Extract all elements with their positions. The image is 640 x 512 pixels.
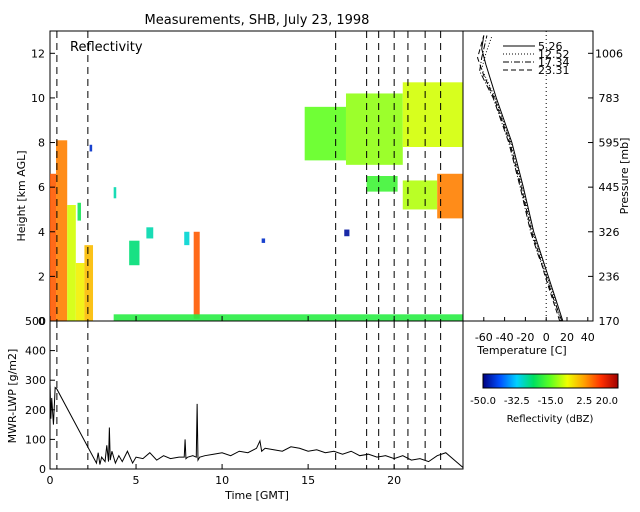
reflectivity-y-tick-label: 10 <box>31 92 45 105</box>
colorbar-tick-label: 2.5 <box>576 396 592 407</box>
colorbar-title: Reflectivity (dBZ) <box>507 414 594 425</box>
reflectivity-panel-label: Reflectivity <box>70 40 143 55</box>
colorbar-bar <box>482 373 619 389</box>
reflectivity-y-tick-label: 8 <box>38 137 45 150</box>
reflectivity-cell <box>146 227 154 239</box>
lwp-series-line <box>49 383 464 468</box>
reflectivity-cell <box>184 231 190 246</box>
sounding-x-tick-label: -60 <box>475 331 493 344</box>
reflectivity-dashed-lines <box>56 31 442 321</box>
sounding-pressure-tick-label: 326 <box>599 226 620 239</box>
reflectivity-cell <box>56 140 68 321</box>
reflectivity-cell <box>113 314 463 321</box>
reflectivity-y-tick-label: 2 <box>38 270 45 283</box>
reflectivity-cell <box>345 93 403 165</box>
sounding-legend-label: 23.31 <box>538 64 570 77</box>
reflectivity-cell <box>67 205 76 321</box>
sounding-x-axis-label: Temperature [C] <box>476 344 566 357</box>
reflectivity-y-ticks: 0 2 4 6 8 10 12 <box>31 47 395 328</box>
lwp-y-axis-label: MWR-LWP [g/m2] <box>6 349 19 444</box>
sounding-x-tick-label: 20 <box>560 331 574 344</box>
sounding-pressure-tick-label: 236 <box>599 270 620 283</box>
reflectivity-cell <box>84 245 94 321</box>
reflectivity-cell <box>344 229 350 237</box>
sounding-pressure-tick-label: 783 <box>599 92 620 105</box>
sounding-pressure-tick-label: 445 <box>599 181 620 194</box>
sounding-lines <box>477 35 564 322</box>
sounding-pressure-tick-label: 170 <box>599 315 620 328</box>
reflectivity-cell <box>193 231 200 319</box>
reflectivity-cell <box>77 202 81 221</box>
sounding-line <box>477 35 561 322</box>
sounding-x-tick-label: -20 <box>516 331 534 344</box>
reflectivity-cell <box>113 187 117 199</box>
sounding-panel: -60 -40 -20 0 20 40 170 236 326 445 595 783 1006 5.… <box>462 30 631 357</box>
lwp-y-tick-label: 200 <box>25 404 46 417</box>
sounding-pressure-ticks: 170 236 326 445 595 783 1006 <box>588 47 623 328</box>
colorbar-tick-label: 20.0 <box>596 396 618 407</box>
lwp-x-tick-label: 5 <box>133 474 140 487</box>
sounding-x-tick-label: -40 <box>496 331 514 344</box>
reflectivity-y-tick-label: 4 <box>38 226 45 239</box>
reflectivity-cell <box>89 144 93 152</box>
reflectivity-y-tick-label: 6 <box>38 181 45 194</box>
lwp-x-tick-label: 20 <box>387 474 401 487</box>
colorbar: -50.0 -32.5 -15.0 2.5 20.0 Reflectivity (dBZ… <box>470 373 619 425</box>
reflectivity-cell <box>75 263 85 321</box>
lwp-y-tick-label: 400 <box>25 345 46 358</box>
lwp-y-tick-label: 300 <box>25 374 46 387</box>
reflectivity-cell <box>402 180 438 210</box>
colorbar-tick-label: -50.0 <box>470 396 496 407</box>
reflectivity-cell <box>402 82 463 147</box>
reflectivity-cell <box>129 240 140 266</box>
sounding-line <box>481 35 562 322</box>
reflectivity-cell <box>304 106 346 161</box>
reflectivity-frame <box>49 30 464 322</box>
sounding-line <box>481 35 564 322</box>
reflectivity-cell <box>366 176 398 192</box>
sounding-legend-label: 17.34 <box>538 56 570 69</box>
lwp-x-tick-label: 15 <box>301 474 315 487</box>
lwp-panel: 0 100 200 300 400 500 0 5 10 15 20 Time [GMT] MWR… <box>6 315 464 502</box>
sounding-legend-label: 5.26 <box>538 40 563 53</box>
sounding-pressure-tick-label: 595 <box>599 137 620 150</box>
lwp-x-tick-label: 10 <box>215 474 229 487</box>
lwp-y-tick-label: 100 <box>25 433 46 446</box>
sounding-y-axis-label: Pressure [mb] <box>618 138 631 215</box>
sounding-x-tick-label: 40 <box>581 331 595 344</box>
reflectivity-cell <box>437 173 463 219</box>
lwp-x-ticks: 0 5 10 15 20 <box>47 464 401 487</box>
colorbar-ticks: -50.0 -32.5 -15.0 2.5 20.0 <box>470 396 618 407</box>
lwp-x-tick-label: 0 <box>47 474 54 487</box>
reflectivity-cell <box>50 173 57 321</box>
reflectivity-y-tick-label: 12 <box>31 47 45 60</box>
lwp-x-axis-label: Time [GMT] <box>224 489 289 502</box>
lwp-frame <box>49 320 464 470</box>
lwp-line <box>49 383 464 468</box>
lwp-y-ticks: 0 100 200 300 400 500 <box>25 315 55 476</box>
colorbar-tick-label: -15.0 <box>538 396 564 407</box>
reflectivity-cells <box>50 82 463 321</box>
figure-title: Measurements, SHB, July 23, 1998 <box>145 13 370 28</box>
sounding-frame <box>462 30 594 322</box>
sounding-x-ticks: -60 -40 -20 0 20 40 <box>475 317 595 344</box>
colorbar-tick-label: -32.5 <box>504 396 530 407</box>
sounding-legend-label: 12.52 <box>538 48 570 61</box>
reflectivity-panel: 0 2 4 6 8 10 12 Reflectivity Height [km AGL] <box>15 30 464 328</box>
reflectivity-cell <box>261 238 266 243</box>
lwp-dashed-lines <box>56 321 442 469</box>
reflectivity-y-axis-label: Height [km AGL] <box>15 150 28 241</box>
reflectivity-y-tick-label: 0 <box>38 315 45 328</box>
lwp-y-tick-label: 0 <box>39 463 46 476</box>
lwp-y-tick-label: 500 <box>25 315 46 328</box>
sounding-pressure-tick-label: 1006 <box>595 47 623 60</box>
sounding-x-tick-label: 0 <box>543 331 550 344</box>
